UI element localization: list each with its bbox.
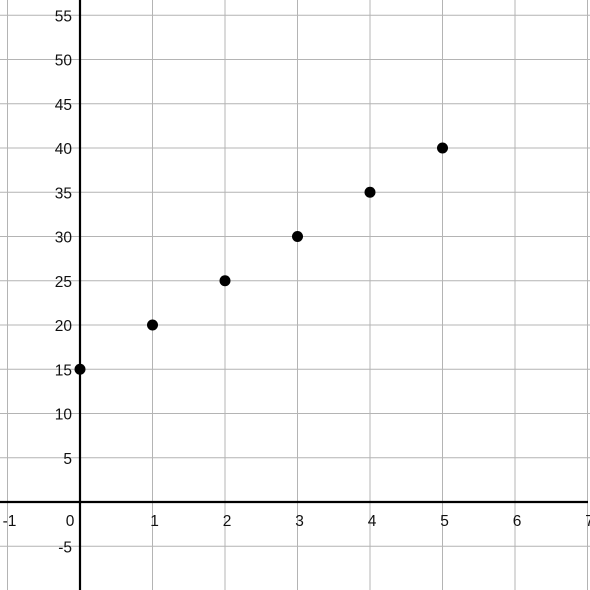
data-points xyxy=(74,142,448,375)
y-tick-label: 30 xyxy=(55,230,73,247)
x-tick-label: 1 xyxy=(150,513,159,530)
x-tick-label: 6 xyxy=(513,513,522,530)
x-tick-label: -1 xyxy=(3,513,17,530)
data-point xyxy=(364,186,376,198)
data-point xyxy=(147,319,158,331)
x-tick-label: 3 xyxy=(295,513,304,530)
y-tick-label: 55 xyxy=(55,8,72,25)
data-point xyxy=(437,142,448,154)
y-tick-label: -5 xyxy=(58,539,72,556)
data-point xyxy=(74,363,86,375)
data-point xyxy=(292,231,303,242)
y-tick-label: 50 xyxy=(55,53,73,70)
data-point xyxy=(219,275,231,287)
y-tick-label: 15 xyxy=(55,362,72,379)
x-tick-label: 0 xyxy=(66,513,75,530)
y-tick-label: 10 xyxy=(55,407,73,424)
y-tick-label: 40 xyxy=(55,141,73,158)
y-tick-label: 5 xyxy=(63,451,72,468)
x-tick-label: 7 xyxy=(585,513,590,530)
y-tick-label: 20 xyxy=(55,318,73,335)
y-tick-label: 35 xyxy=(55,185,72,202)
x-tick-label: 2 xyxy=(223,513,232,530)
x-tick-label: 4 xyxy=(368,513,377,530)
y-tick-label: 25 xyxy=(55,274,72,291)
y-tick-label: 45 xyxy=(55,97,72,114)
x-tick-label: 5 xyxy=(440,513,449,530)
